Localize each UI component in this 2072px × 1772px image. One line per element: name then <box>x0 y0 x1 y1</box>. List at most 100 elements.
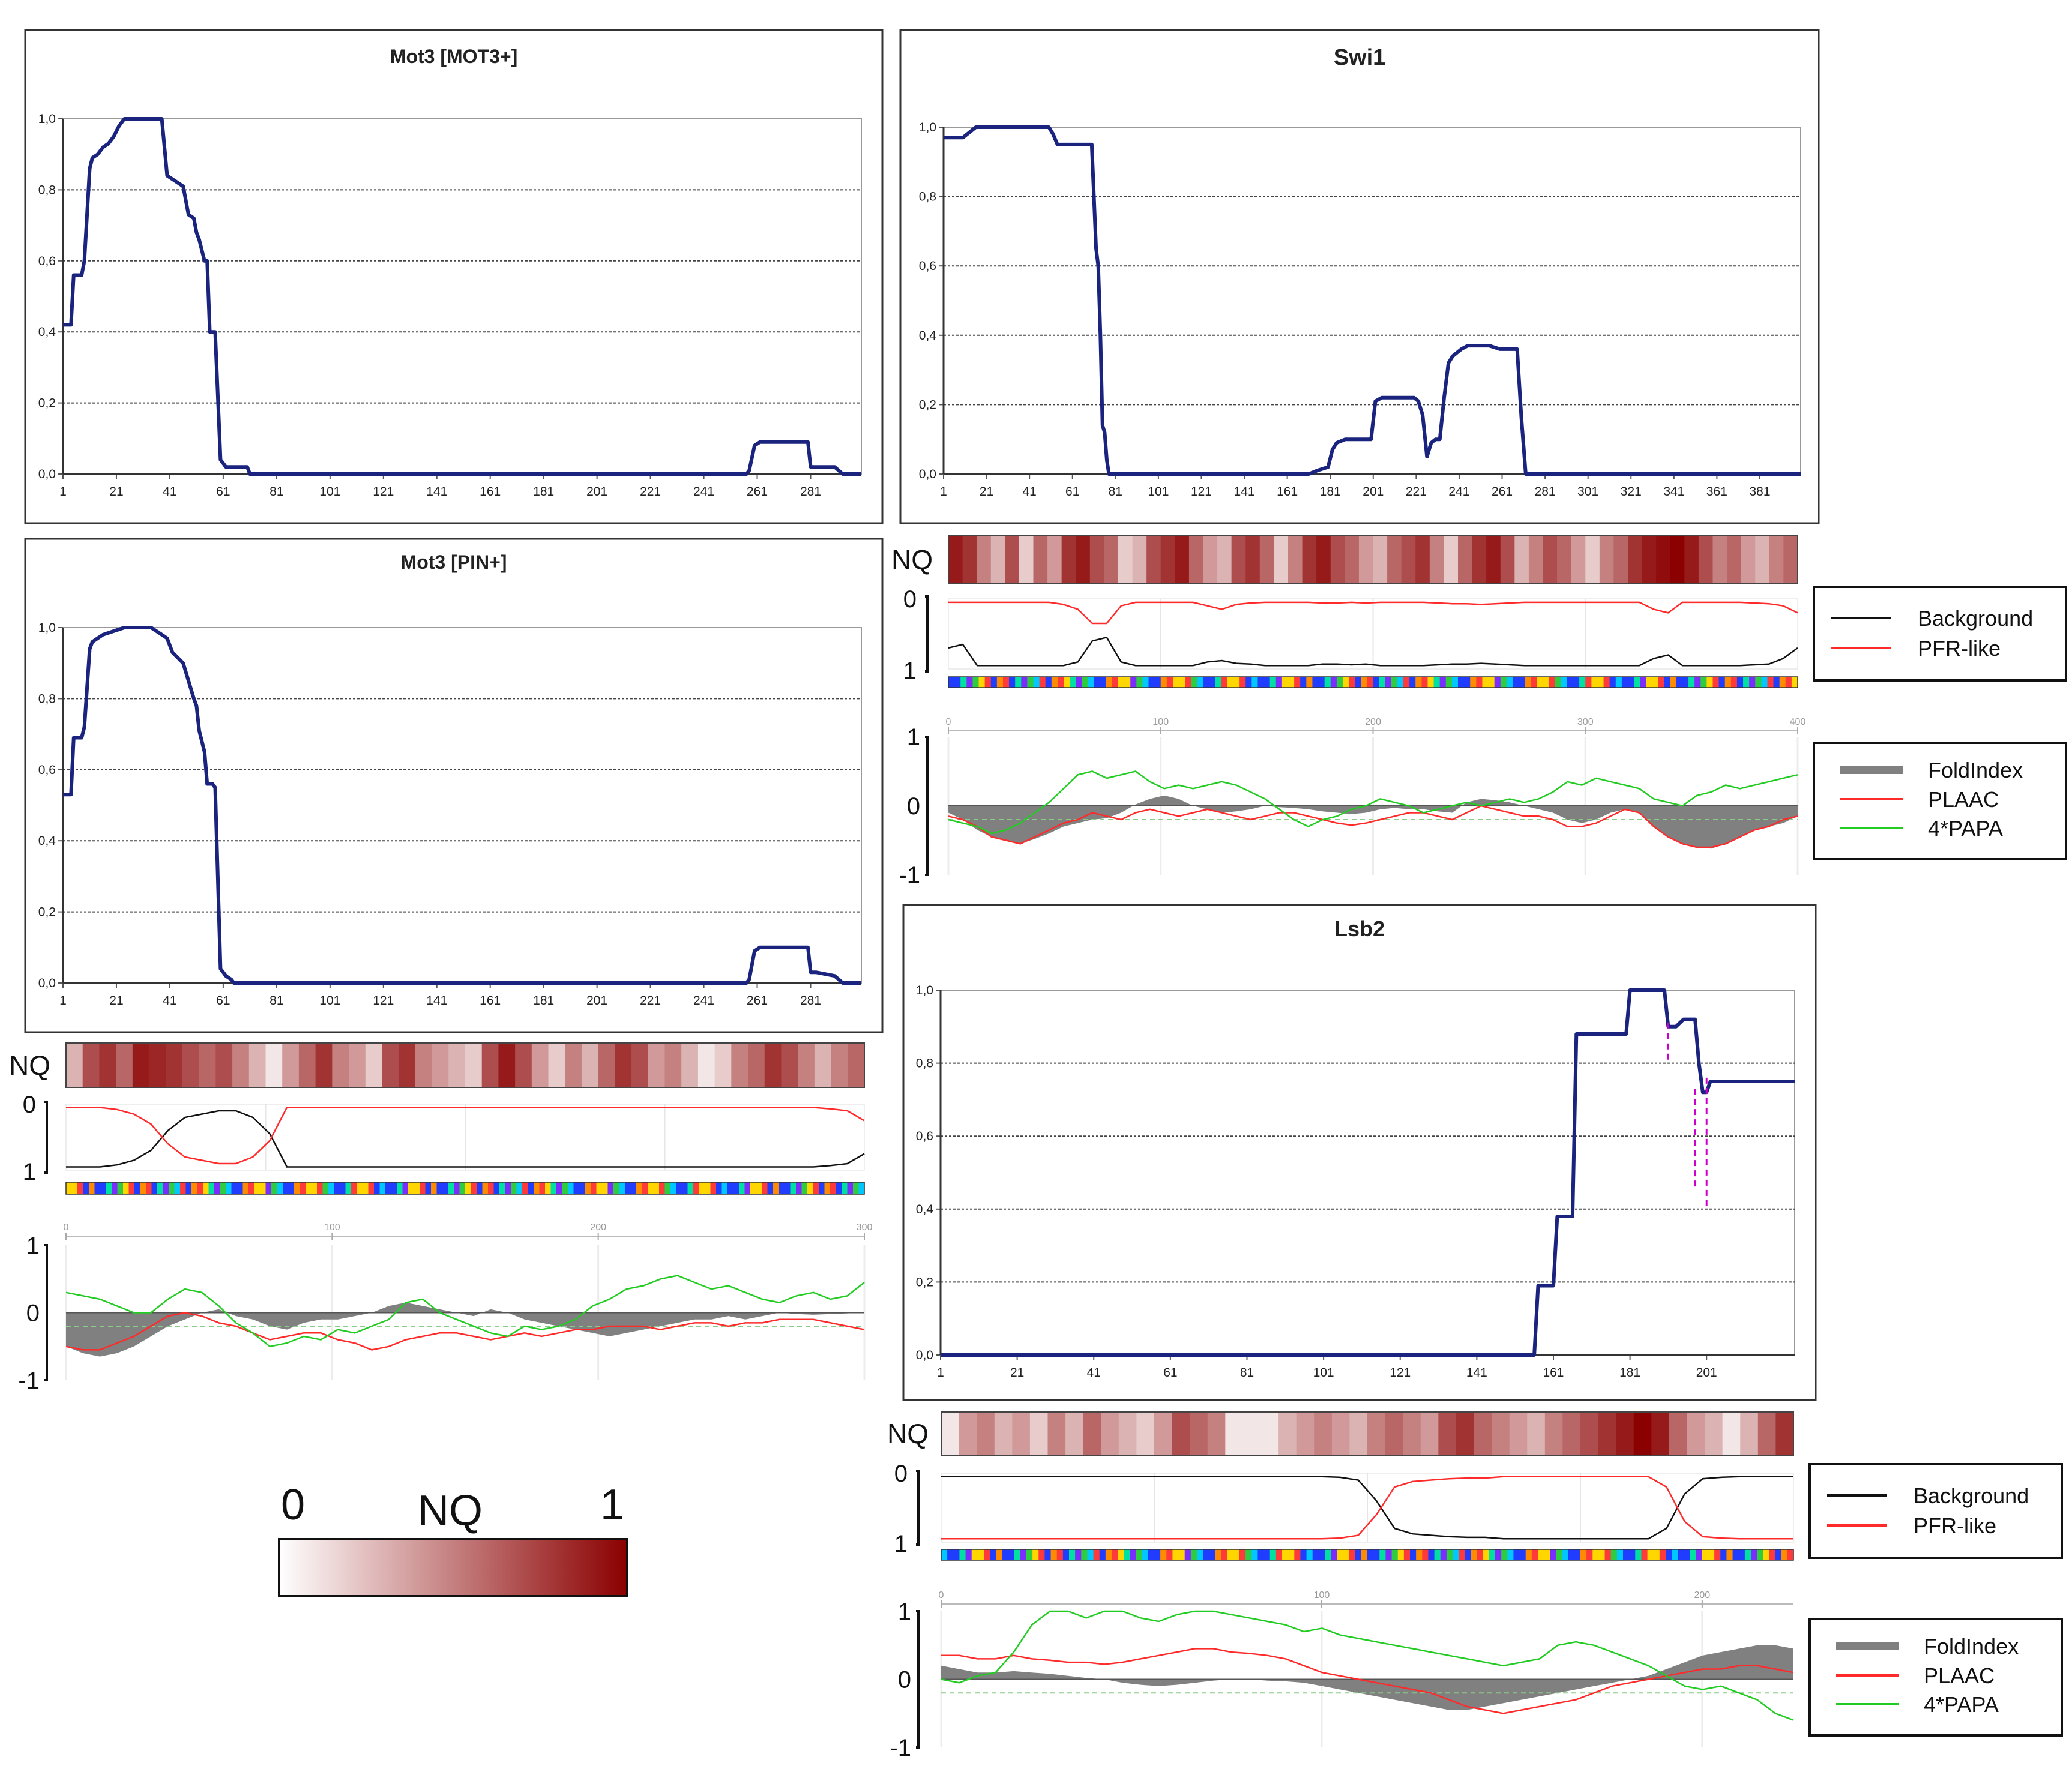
aa-cell <box>847 1182 854 1194</box>
nq-cell <box>1492 1412 1510 1455</box>
aa-cell <box>1070 677 1076 688</box>
aa-cell <box>106 1182 112 1194</box>
y-tick-label: 0,6 <box>916 1129 933 1143</box>
aa-cell <box>283 1182 289 1194</box>
nq-cell <box>1314 1412 1333 1455</box>
aa-cell <box>1325 1549 1331 1560</box>
nq-cell <box>1456 1412 1475 1455</box>
nq-cell <box>166 1043 183 1087</box>
x-tick-label: 121 <box>1191 485 1212 499</box>
x-tick-label: 161 <box>1543 1366 1564 1380</box>
aa-cell <box>1451 677 1459 688</box>
aa-cell <box>163 1182 169 1194</box>
nq-strip-frame <box>941 1411 1794 1456</box>
aa-cell <box>1781 1549 1788 1560</box>
residue-tick-label: 200 <box>1694 1590 1711 1600</box>
prob-tick-label: 1 <box>903 658 917 684</box>
aa-cell <box>1755 677 1762 688</box>
aa-cell <box>756 1182 762 1194</box>
aa-cell <box>1009 677 1016 688</box>
nq-cell <box>1242 1412 1262 1455</box>
background-line <box>941 1476 1793 1540</box>
aa-cell <box>948 677 955 688</box>
series-line <box>944 125 1801 476</box>
x-tick-label: 1 <box>937 1366 944 1380</box>
y-tick-label: 0,2 <box>919 398 936 412</box>
aa-cell <box>1678 1549 1685 1560</box>
aa-cell <box>123 1182 130 1194</box>
aa-cell <box>140 1182 146 1194</box>
aa-cell <box>1106 677 1113 688</box>
nq-cell <box>1083 1412 1102 1455</box>
nq-cell <box>448 1043 466 1087</box>
aa-cell <box>1730 677 1738 688</box>
aa-cell <box>214 1182 221 1194</box>
aa-cell <box>1373 677 1380 688</box>
prob-bracket <box>925 595 929 673</box>
x-tick-label: 241 <box>693 994 714 1008</box>
nq-cell <box>581 1043 599 1087</box>
nq-scale-bar <box>278 1538 628 1597</box>
legend-score-lsb2: FoldIndex PLAAC 4*PAPA <box>1808 1618 2063 1737</box>
aa-cell <box>1227 1549 1234 1560</box>
line-chart-swi1: 0,00,20,40,60,81,01 21 41 61 81 101 121 141 161 1… <box>919 121 1801 499</box>
aa-cell <box>705 1182 711 1194</box>
aa-cell <box>1724 677 1732 688</box>
x-tick-label: 81 <box>270 994 283 1008</box>
aa-cell <box>1056 1549 1064 1560</box>
aa-cell <box>539 1182 546 1194</box>
papa-line <box>948 770 1798 835</box>
nq-cell <box>182 1043 200 1087</box>
aa-cell <box>1706 677 1714 688</box>
aa-cell <box>1512 677 1519 688</box>
aa-cell <box>340 1182 346 1194</box>
aa-cell <box>1773 677 1780 688</box>
aa-cell <box>1385 677 1392 688</box>
aa-cell <box>1263 677 1271 688</box>
nq-cell <box>1132 536 1148 583</box>
aa-cell <box>226 1182 232 1194</box>
x-tick-label: 101 <box>319 485 340 499</box>
aa-cell <box>1761 677 1768 688</box>
nq-cell <box>382 1043 400 1087</box>
nq-cell <box>1217 536 1232 583</box>
aa-cell <box>1433 677 1441 688</box>
aa-cell <box>1057 677 1064 688</box>
aa-cell <box>1465 1549 1472 1560</box>
aa-cell <box>842 1182 848 1194</box>
nq-cell <box>548 1043 566 1087</box>
nq-label: NQ <box>887 1418 929 1449</box>
aa-cell <box>1718 677 1726 688</box>
aa-cell <box>613 1182 620 1194</box>
x-tick-label: 181 <box>1619 1366 1640 1380</box>
aa-cell <box>1495 1549 1502 1560</box>
aa-cell <box>1658 677 1665 688</box>
aa-cell <box>1050 1549 1058 1560</box>
aa-cell <box>1623 1549 1630 1560</box>
aa-cell <box>1275 677 1283 688</box>
aa-cell <box>1598 1549 1606 1560</box>
aa-cell <box>1586 1549 1593 1560</box>
x-tick-label: 221 <box>640 994 661 1008</box>
aa-cell <box>454 1182 460 1194</box>
aa-cell <box>1712 677 1720 688</box>
nq-cell <box>1500 536 1516 583</box>
aa-cell <box>1720 1549 1727 1560</box>
aa-cell <box>1415 677 1422 688</box>
aa-cell <box>1154 1549 1161 1560</box>
nq-cell <box>1274 536 1289 583</box>
residue-tick-label: 100 <box>1314 1590 1330 1600</box>
aa-cell <box>420 1182 426 1194</box>
nq-cell <box>731 1043 749 1087</box>
aa-cell <box>1172 677 1179 688</box>
aa-cell <box>1245 1549 1252 1560</box>
nq-strip-frame <box>65 1042 865 1088</box>
y-tick-label: 0,4 <box>919 329 937 343</box>
nq-cell <box>1033 536 1049 583</box>
aa-cell <box>71 1182 78 1194</box>
y-tick-label: 0,0 <box>38 467 56 481</box>
nq-cell <box>1101 1412 1119 1455</box>
x-tick-label: 261 <box>1492 485 1513 499</box>
aa-cell <box>941 1549 948 1560</box>
